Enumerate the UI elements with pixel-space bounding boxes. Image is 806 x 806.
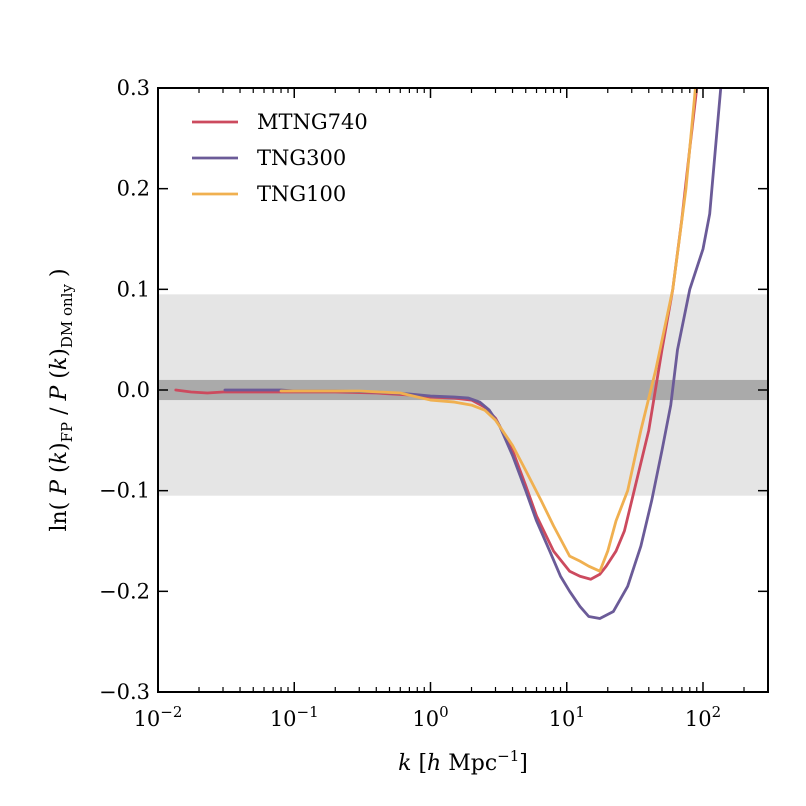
y-tick-label: −0.3 [99, 680, 150, 704]
x-tick-label: 10−1 [270, 703, 319, 731]
y-tick-label: 0.0 [117, 378, 150, 402]
x-tick-label: 10−2 [134, 703, 183, 731]
inner-band [158, 379, 768, 401]
axis-labels: k [h Mpc−1] ln( P (k)FP / P (k)DM only ) [47, 268, 528, 776]
x-tick-label: 100 [412, 703, 448, 731]
y-axis-label: ln( P (k)FP / P (k)DM only ) [47, 268, 76, 531]
series-line-tng300 [223, 88, 723, 620]
y-tick-label: −0.1 [99, 479, 150, 503]
y-tick-label: 0.3 [117, 76, 150, 100]
series-line-tng100 [279, 88, 697, 573]
plot-frame [157, 87, 769, 693]
x-tick-label: 102 [685, 703, 721, 731]
legend-label: TNG300 [257, 146, 346, 170]
series-line-mtng740 [174, 88, 699, 581]
tick-labels: 10−2 10−1 100 101 102 0.3 0.2 0.1 0.0 −0.1 −0.2 −0.… [99, 76, 721, 731]
series-lines [174, 88, 723, 620]
uncertainty-bands [158, 294, 768, 496]
x-tick-label: 101 [549, 703, 585, 731]
legend-label: TNG100 [257, 182, 346, 206]
y-tick-label: 0.2 [117, 177, 150, 201]
x-axis-label: k [h Mpc−1] [398, 747, 528, 776]
y-tick-label: 0.1 [117, 277, 150, 301]
legend: MTNG740 TNG300 TNG100 [192, 110, 368, 206]
legend-label: MTNG740 [257, 110, 368, 134]
y-tick-label: −0.2 [99, 579, 150, 603]
